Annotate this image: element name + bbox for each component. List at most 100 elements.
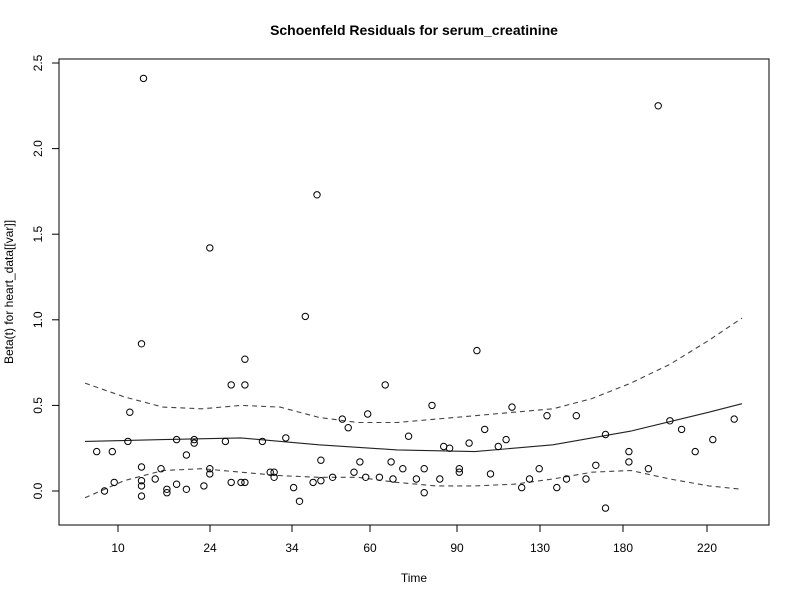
residual-point <box>137 463 146 471</box>
residual-point <box>258 437 267 446</box>
residual-point <box>295 497 304 505</box>
x-axis-label: Time <box>401 571 428 585</box>
residual-point <box>221 437 230 446</box>
y-axis: 0.0 0.5 1.0 1.5 2.0 2.5 <box>31 54 60 499</box>
residual-point <box>389 475 397 483</box>
upper-confidence-band <box>84 317 743 424</box>
residual-point <box>455 465 463 473</box>
residual-point <box>289 483 298 492</box>
residual-point <box>309 478 317 487</box>
residual-point <box>317 477 325 485</box>
residual-point <box>172 435 181 444</box>
x-tick-label: 60 <box>363 541 377 555</box>
residual-point <box>553 483 561 492</box>
residual-point <box>237 478 245 487</box>
residual-point <box>730 415 738 423</box>
residual-point <box>241 478 249 487</box>
residual-point <box>387 458 395 466</box>
x-tick-label: 220 <box>697 541 717 555</box>
residual-point <box>362 473 370 481</box>
residual-point <box>518 483 526 492</box>
residual-point <box>139 74 148 83</box>
residual-point <box>601 430 610 439</box>
chart-title: Schoenfeld Residuals for serum_creatinin… <box>270 22 558 38</box>
residual-point <box>356 458 364 466</box>
x-tick-label: 24 <box>203 541 217 555</box>
residual-point <box>124 437 132 446</box>
residual-point <box>428 401 436 410</box>
residual-point <box>644 465 653 473</box>
residual-point <box>206 470 214 478</box>
residual-point <box>328 473 337 481</box>
residual-point <box>344 424 352 432</box>
residual-point <box>677 425 686 434</box>
residual-point <box>654 102 662 110</box>
residual-point <box>412 475 421 483</box>
residual-point <box>465 439 473 447</box>
residual-point <box>163 485 171 493</box>
residual-point <box>535 465 543 473</box>
residual-point <box>445 444 454 452</box>
residual-point <box>625 458 633 466</box>
residual-point <box>582 475 590 483</box>
residual-point <box>157 465 165 473</box>
residual-point <box>420 489 428 497</box>
y-axis-label: Beta(t) for heart_data[[var]] <box>2 220 16 364</box>
plot-frame <box>58 58 770 526</box>
x-tick-label: 90 <box>450 541 464 555</box>
residual-point <box>691 447 699 456</box>
y-tick-label: 2.0 <box>31 140 45 157</box>
y-tick-label: 0.5 <box>31 397 45 414</box>
residual-point <box>436 475 444 483</box>
residual-point <box>270 473 278 481</box>
residual-point <box>110 478 118 487</box>
fit-line <box>84 403 743 453</box>
x-tick-label: 180 <box>613 541 633 555</box>
confidence-bands <box>84 317 743 499</box>
residual-point <box>182 485 191 493</box>
residual-point <box>625 447 633 456</box>
residual-point <box>137 482 146 490</box>
residual-point <box>200 482 208 490</box>
residual-point <box>508 403 516 411</box>
residual-point <box>266 468 274 476</box>
x-tick-label: 10 <box>111 541 125 555</box>
residual-points <box>93 74 738 512</box>
residual-point <box>190 439 198 447</box>
residual-point <box>241 355 249 363</box>
residual-point <box>666 417 674 425</box>
residual-point <box>282 434 290 442</box>
residual-point <box>473 346 481 355</box>
residual-point <box>494 442 502 451</box>
residual-point <box>525 475 534 483</box>
residual-point <box>455 468 463 476</box>
residual-point <box>381 381 389 389</box>
y-tick-label: 1.5 <box>31 226 45 243</box>
residual-point <box>364 410 372 418</box>
residual-point <box>317 456 325 464</box>
residual-point <box>562 475 571 483</box>
residual-point <box>108 447 117 456</box>
residual-point <box>137 492 146 500</box>
residual-point <box>227 381 235 389</box>
residual-point <box>190 435 198 444</box>
residual-point <box>592 461 600 469</box>
residual-point <box>313 191 321 199</box>
residual-point <box>241 381 249 389</box>
residual-point <box>420 465 428 473</box>
residual-point <box>172 480 181 488</box>
residual-point <box>93 447 101 456</box>
residual-point <box>502 435 510 444</box>
residual-point <box>481 425 489 434</box>
x-tick-label: 34 <box>285 541 299 555</box>
residual-point <box>350 468 358 476</box>
residual-point <box>572 412 580 420</box>
residual-point <box>301 312 309 321</box>
residual-point <box>182 451 191 459</box>
residual-point <box>126 408 134 416</box>
residual-point <box>338 415 346 423</box>
lower-confidence-band <box>84 468 743 499</box>
residual-point <box>601 504 610 512</box>
residual-point <box>486 470 495 478</box>
residual-point <box>270 468 278 476</box>
